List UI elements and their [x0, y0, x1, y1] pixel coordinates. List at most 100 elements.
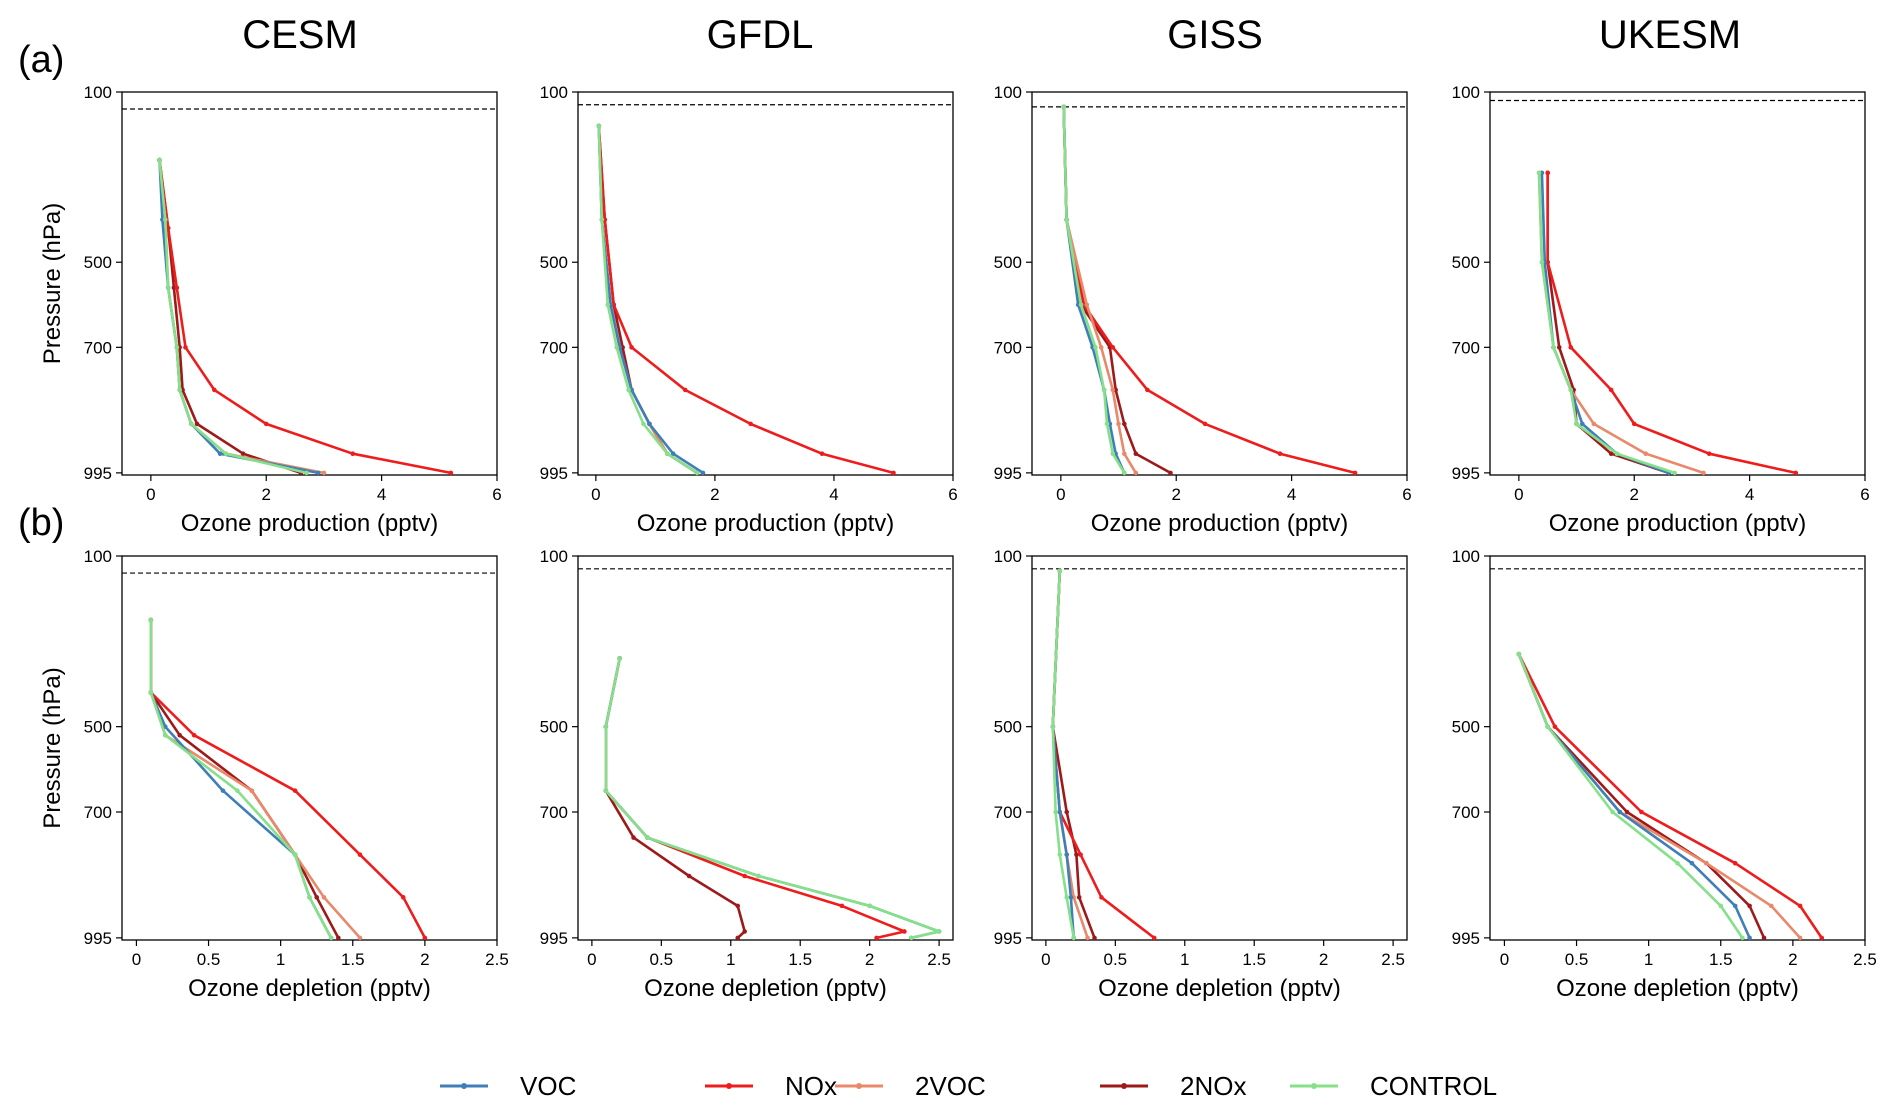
- data-point: [1110, 345, 1116, 350]
- data-point: [1556, 345, 1562, 350]
- series-2nox: [157, 157, 304, 476]
- data-point: [735, 935, 741, 941]
- series-line: [597, 125, 894, 475]
- data-point: [1074, 852, 1079, 857]
- series-line: [597, 125, 698, 474]
- legend-label: VOC: [520, 1071, 576, 1101]
- y-axis-label: Pressure (hPa): [39, 667, 66, 828]
- data-point: [328, 935, 334, 941]
- x-tick-label: 2.5: [485, 950, 509, 969]
- plot-frame: [1031, 555, 1408, 941]
- data-point: [1151, 935, 1157, 941]
- data-point: [321, 470, 327, 476]
- y-tick-label: 500: [994, 253, 1022, 272]
- data-point: [1793, 470, 1799, 476]
- x-tick-label: 2: [1629, 485, 1638, 504]
- y-tick-label: 100: [994, 547, 1022, 566]
- series-line: [1517, 653, 1823, 939]
- series-line: [604, 658, 941, 940]
- x-tick-label: 0: [587, 950, 596, 969]
- data-point: [891, 470, 896, 476]
- y-tick-label: 100: [1452, 83, 1480, 102]
- legend-item-voc: VOC: [440, 1071, 576, 1101]
- data-point: [1545, 724, 1550, 729]
- data-point: [177, 387, 182, 393]
- legend-marker: [1121, 1083, 1127, 1089]
- data-point: [596, 123, 602, 129]
- x-tick-label: 2: [420, 950, 429, 969]
- y-tick-label: 995: [84, 464, 112, 483]
- legend-item-2voc: 2VOC: [835, 1071, 986, 1101]
- data-point: [1122, 421, 1127, 427]
- x-axis-label: Ozone depletion (pptv): [188, 975, 431, 1002]
- legend-item-nox: NOx: [705, 1071, 837, 1101]
- data-point: [647, 421, 652, 427]
- y-tick-label: 100: [540, 547, 568, 566]
- legend-label: CONTROL: [1370, 1071, 1497, 1101]
- data-point: [1740, 935, 1745, 941]
- y-tick-label: 995: [1452, 464, 1480, 483]
- data-point: [599, 217, 605, 222]
- series-line: [1051, 570, 1075, 939]
- series-control: [603, 656, 942, 941]
- series-control: [148, 617, 334, 941]
- data-point: [1145, 387, 1150, 393]
- data-point: [1689, 860, 1695, 866]
- y-tick-label: 700: [540, 338, 568, 357]
- data-point: [631, 835, 636, 840]
- data-point: [1672, 470, 1677, 476]
- series-line: [149, 620, 427, 939]
- legend-label: 2VOC: [915, 1071, 986, 1101]
- data-point: [1057, 809, 1063, 815]
- x-tick-label: 1.5: [1242, 950, 1266, 969]
- series-nox: [603, 656, 907, 941]
- data-point: [1084, 302, 1090, 308]
- series-line: [1062, 106, 1126, 474]
- data-point: [1631, 421, 1637, 427]
- data-point: [1819, 935, 1825, 941]
- data-point: [874, 935, 879, 941]
- data-point: [1608, 387, 1614, 393]
- data-point: [174, 285, 180, 291]
- x-tick-label: 1: [726, 950, 735, 969]
- series-2voc: [148, 617, 363, 941]
- series-control: [1516, 651, 1745, 941]
- data-point: [1352, 470, 1358, 476]
- data-point: [748, 421, 753, 427]
- plot-frame: [577, 555, 954, 941]
- data-point: [1617, 809, 1623, 815]
- series-control: [1536, 170, 1677, 476]
- y-tick-label: 500: [540, 718, 568, 737]
- data-point: [1078, 302, 1084, 308]
- data-point: [1704, 860, 1709, 866]
- panel-title-giss: GISS: [1167, 13, 1263, 57]
- data-point: [422, 935, 428, 941]
- x-tick-label: 2: [710, 485, 719, 504]
- plot-frame: [1489, 91, 1866, 476]
- data-point: [1116, 421, 1121, 427]
- series-line: [1517, 653, 1751, 939]
- y-tick-label: 100: [1452, 547, 1480, 566]
- x-tick-label: 6: [1402, 485, 1411, 504]
- x-tick-label: 0.5: [1104, 950, 1128, 969]
- series-2voc: [1516, 651, 1803, 941]
- legend-item-2nox: 2NOx: [1100, 1071, 1246, 1101]
- y-tick-label: 995: [540, 464, 568, 483]
- y-tick-label: 500: [84, 253, 112, 272]
- x-axis-label: Ozone production (pptv): [637, 510, 894, 537]
- legend-marker: [726, 1083, 732, 1089]
- data-point: [1085, 935, 1090, 941]
- data-point: [1104, 421, 1110, 427]
- x-axis-label: Ozone depletion (pptv): [1556, 975, 1799, 1002]
- data-point: [909, 935, 914, 941]
- legend-label: 2NOx: [1180, 1071, 1246, 1101]
- data-point: [249, 788, 255, 793]
- x-tick-label: 6: [948, 485, 957, 504]
- data-point: [1078, 852, 1083, 857]
- y-tick-label: 500: [1452, 718, 1480, 737]
- data-point: [1732, 860, 1738, 866]
- data-point: [839, 903, 845, 909]
- data-point: [1568, 387, 1574, 393]
- data-point: [1624, 809, 1630, 815]
- series-line: [604, 658, 906, 940]
